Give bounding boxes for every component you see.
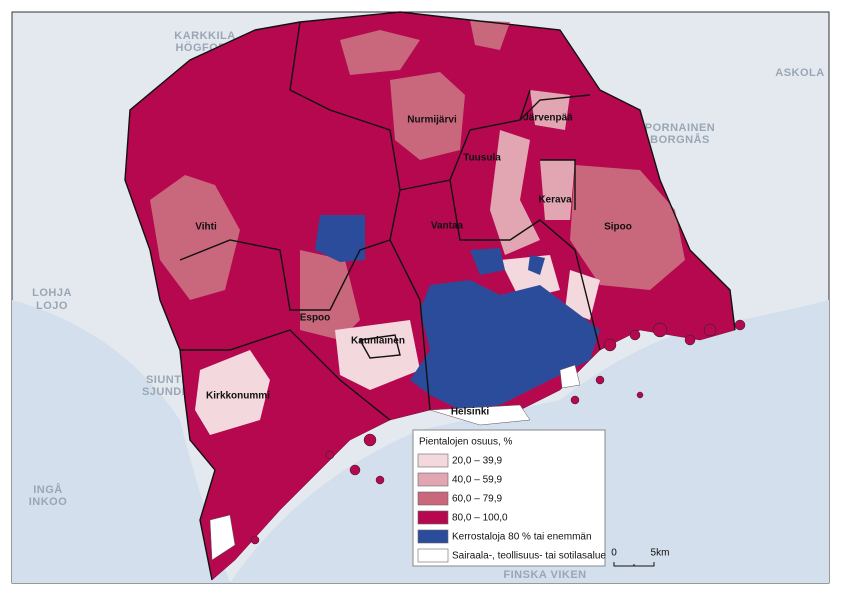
municipality-label: Kirkkonummi: [206, 391, 270, 402]
municipality-label: Järvenpää: [523, 113, 573, 124]
municipality-label: Helsinki: [451, 407, 490, 418]
place-label: LOJO: [36, 300, 68, 312]
municipality-label: Nurmijärvi: [407, 115, 457, 126]
municipality-label: Espoo: [300, 313, 331, 324]
place-label: LOHJA: [32, 287, 72, 299]
legend-swatch: [417, 472, 449, 487]
place-label: KARKKILA: [174, 30, 235, 42]
municipality-label: Vihti: [195, 222, 217, 233]
place-label: PORNAINEN: [645, 122, 716, 134]
legend-swatch: [417, 491, 449, 506]
legend-swatch: [417, 453, 449, 468]
legend: Pientalojen osuus, % 20,0 – 39,9 40,0 – 5…: [412, 429, 606, 567]
legend-label: 20,0 – 39,9: [452, 456, 502, 467]
place-label: FINSKA VIKEN: [503, 569, 586, 581]
legend-label: 60,0 – 79,9: [452, 494, 502, 505]
place-label: INKOO: [29, 496, 68, 508]
region-40-60: [490, 90, 575, 255]
legend-title: Pientalojen osuus, %: [419, 437, 513, 448]
region-special: [209, 364, 581, 561]
region-flats: [315, 215, 600, 410]
municipality-label: Vantaa: [431, 221, 464, 232]
region-60-80: [150, 165, 685, 340]
municipality-label: Kerava: [538, 195, 572, 206]
regions: [124, 11, 746, 581]
scale-line: [613, 562, 655, 567]
legend-label: 40,0 – 59,9: [452, 475, 502, 486]
scale-label: 5km: [651, 548, 670, 559]
municipality-label: Kauniainen: [351, 336, 405, 347]
legend-label: Kerrostaloja 80 % tai enemmän: [452, 532, 592, 543]
basemap-labels: KARKKILA HÖGFORS PORNAINEN BORGNÅS ASKOL…: [29, 30, 825, 581]
municipality-label: Tuusula: [463, 153, 501, 164]
place-label: ASKOLA: [775, 67, 824, 79]
place-label: INGÅ: [33, 483, 63, 496]
legend-swatch: [417, 529, 449, 544]
municipality-labels: Nurmijärvi Tuusula Järvenpää Kerava Vant…: [195, 113, 632, 418]
scale-bar: 0 5km: [611, 548, 670, 567]
legend-label: 80,0 – 100,0: [452, 513, 508, 524]
islands: [250, 319, 746, 545]
legend-swatch: [417, 548, 449, 563]
municipality-label: Sipoo: [604, 222, 632, 233]
scale-label: 0: [611, 548, 617, 559]
municipal-borders: [124, 11, 736, 581]
legend-swatch: [417, 510, 449, 525]
place-label: BORGNÅS: [650, 133, 710, 146]
place-label: SIUNTIO: [146, 374, 194, 386]
region-60-80: [340, 20, 510, 160]
legend-label: Sairaala-, teollisuus- tai sotilasalue: [452, 551, 606, 562]
